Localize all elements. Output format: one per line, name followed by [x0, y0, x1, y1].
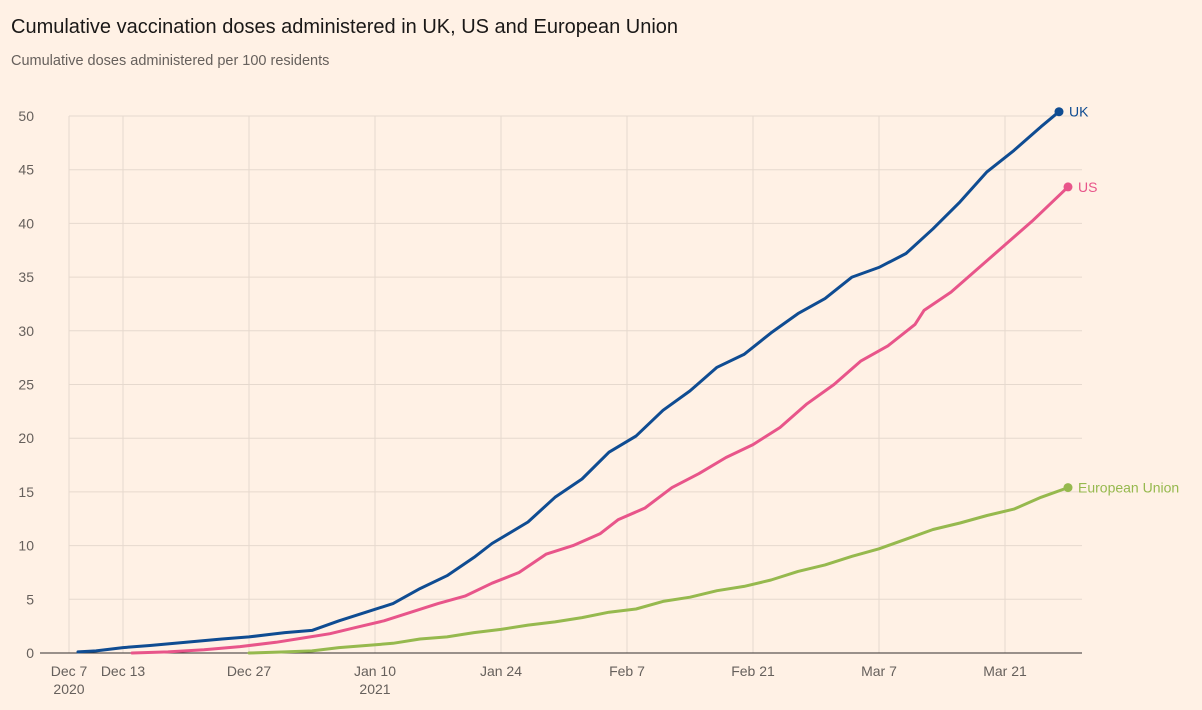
x-axis: Dec 7 2020 Dec 13 Dec 27 Jan 10 2021 Jan 24 Feb…	[40, 652, 1082, 697]
x-tick-label: Dec 7	[51, 663, 88, 679]
chart-subtitle: Cumulative doses administered per 100 re…	[11, 53, 330, 69]
x-tick-label: Dec 13	[101, 663, 146, 679]
gridlines	[68, 115, 1082, 653]
series-label-us: US	[1078, 179, 1097, 195]
series-label-european-union: European Union	[1078, 480, 1179, 496]
x-tick-label: Mar 7	[861, 663, 897, 679]
x-tick-sublabel: 2021	[359, 681, 390, 697]
y-tick-label: 0	[26, 645, 34, 661]
x-tick-label: Mar 21	[983, 663, 1027, 679]
chart-title: Cumulative vaccination doses administere…	[11, 16, 679, 38]
series-end-marker-us	[1063, 182, 1073, 192]
series-label-uk: UK	[1069, 104, 1089, 120]
y-tick-label: 15	[18, 484, 34, 500]
x-tick-label: Feb 21	[731, 663, 775, 679]
x-tick-label: Jan 24	[480, 663, 522, 679]
series-end-marker-uk	[1054, 107, 1064, 117]
y-tick-label: 35	[18, 269, 34, 285]
y-tick-label: 5	[26, 591, 34, 607]
x-tick-sublabel: 2020	[53, 681, 84, 697]
y-tick-label: 10	[18, 538, 34, 554]
y-tick-label: 50	[18, 108, 34, 124]
x-tick-label: Jan 10	[354, 663, 396, 679]
x-tick-label: Dec 27	[227, 663, 272, 679]
series-lines	[76, 107, 1073, 655]
series-line-us	[130, 185, 1070, 655]
series-line-european-union	[247, 486, 1070, 655]
series-end-labels: UK US European Union	[1069, 104, 1179, 496]
y-tick-label: 40	[18, 215, 34, 231]
x-tick-label: Feb 7	[609, 663, 645, 679]
y-tick-label: 45	[18, 162, 34, 178]
y-tick-label: 20	[18, 430, 34, 446]
y-tick-label: 25	[18, 377, 34, 393]
series-line-uk	[76, 110, 1061, 654]
y-tick-label: 30	[18, 323, 34, 339]
y-axis: 0 5 10 15 20 25 30 35 40 45 50	[18, 108, 34, 661]
series-end-marker-european-union	[1063, 483, 1073, 493]
